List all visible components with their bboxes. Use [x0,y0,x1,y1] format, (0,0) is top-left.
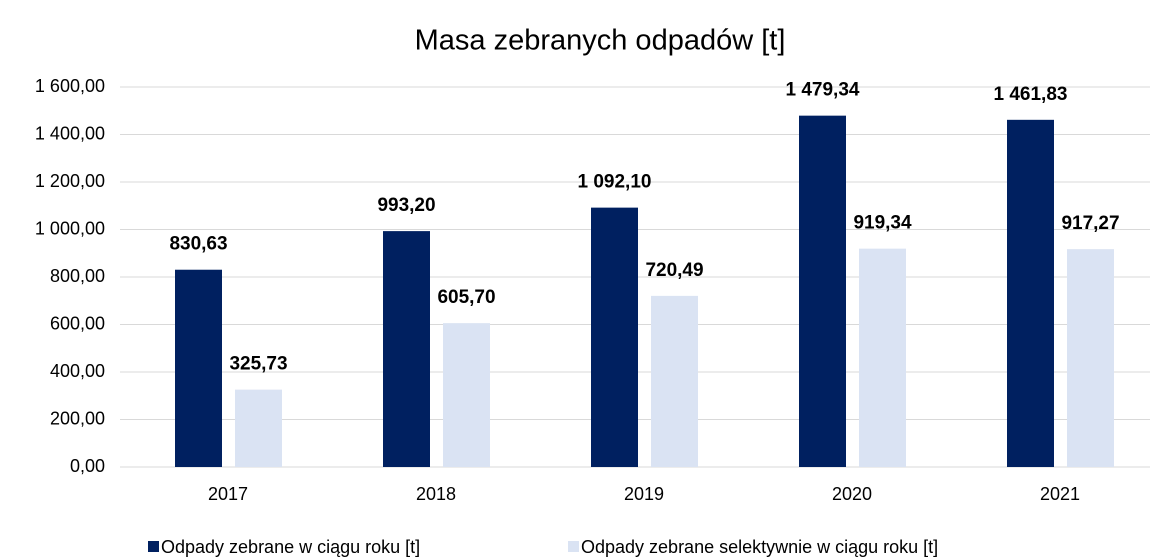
x-tick-label: 2021 [1040,484,1080,504]
y-tick-label: 1 000,00 [35,218,105,238]
bar [383,231,430,467]
value-label: 1 092,10 [578,172,652,193]
x-tick-label: 2019 [624,484,664,504]
x-tick-label: 2018 [416,484,456,504]
value-label: 1 461,83 [994,84,1068,105]
y-tick-label: 1 200,00 [35,171,105,191]
y-tick-label: 600,00 [50,313,105,333]
y-tick-label: 0,00 [70,456,105,476]
legend-label: Odpady zebrane selektywnie w ciągu roku … [581,537,938,557]
value-label: 720,49 [645,260,703,281]
value-label: 993,20 [377,195,435,216]
value-label: 325,73 [229,354,287,375]
bar [591,207,638,467]
y-tick-label: 400,00 [50,361,105,381]
bar [235,389,282,467]
chart-title: Masa zebranych odpadów [t] [415,25,786,57]
value-label: 1 479,34 [786,80,860,101]
bar [443,323,490,467]
value-label: 605,70 [437,287,495,308]
bar [859,248,906,467]
y-tick-label: 1 600,00 [35,76,105,96]
value-label: 917,27 [1061,213,1119,234]
bar [799,115,846,468]
y-tick-label: 800,00 [50,266,105,286]
x-tick-label: 2020 [832,484,872,504]
legend-swatch [568,541,579,552]
bar [175,269,222,467]
value-label: 830,63 [169,234,227,255]
x-tick-label: 2017 [208,484,248,504]
y-tick-label: 200,00 [50,408,105,428]
value-label: 919,34 [853,213,912,234]
y-tick-label: 1 400,00 [35,123,105,143]
legend-label: Odpady zebrane w ciągu roku [t] [161,537,420,557]
bar [1067,249,1114,467]
bar [651,295,698,467]
legend-swatch [148,541,159,552]
bar [1007,119,1054,468]
